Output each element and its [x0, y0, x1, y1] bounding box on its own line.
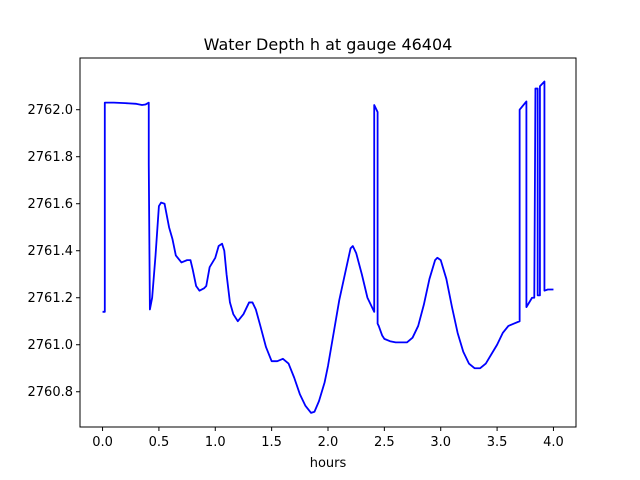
x-tick-label: 2.0 — [318, 435, 339, 450]
y-tick-label: 2762.0 — [28, 103, 74, 118]
x-tick-label: 3.5 — [487, 435, 508, 450]
x-axis-label: hours — [310, 456, 347, 471]
series-layer — [102, 80, 554, 414]
x-tick-label: 0.0 — [92, 435, 113, 450]
x-tick-label: 2.5 — [374, 435, 395, 450]
y-tick-label: 2761.6 — [28, 197, 74, 212]
y-tick-label: 2761.0 — [28, 338, 74, 353]
x-tick-label: 0.5 — [149, 435, 170, 450]
y-tick-label: 2761.2 — [28, 291, 74, 306]
y-tick-label: 2761.8 — [28, 150, 74, 165]
plot-frame — [79, 57, 577, 428]
y-axis-ticks: 2760.8 2761.0 2761.2 2761.4 2761.6 2761.8 2762… — [28, 103, 80, 400]
x-axis-ticks: 0.0 0.5 1.0 1.5 2.0 2.5 3.0 3.5 4.0 — [92, 427, 564, 450]
x-tick-label: 4.0 — [543, 435, 564, 450]
x-tick-label: 1.0 — [205, 435, 226, 450]
x-tick-label: 3.0 — [430, 435, 451, 450]
y-tick-label: 2761.4 — [28, 244, 74, 259]
x-tick-label: 1.5 — [261, 435, 282, 450]
y-tick-label: 2760.8 — [28, 385, 74, 400]
series-line-1 — [102, 80, 554, 414]
chart-title: Water Depth h at gauge 46404 — [204, 35, 453, 54]
